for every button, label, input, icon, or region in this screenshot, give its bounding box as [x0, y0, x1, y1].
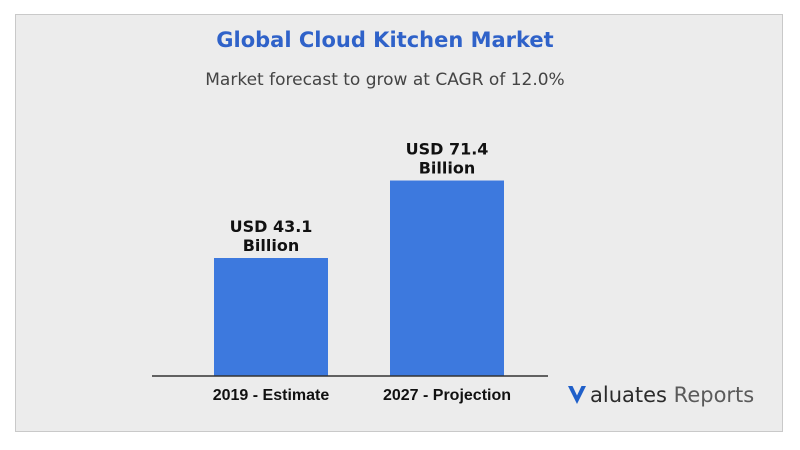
data-label: USD 43.1 [230, 217, 313, 236]
chart-title: Global Cloud Kitchen Market [216, 28, 554, 52]
bar [390, 180, 504, 376]
x-tick-label: 2019 - Estimate [213, 387, 330, 404]
data-label: Billion [419, 159, 476, 178]
data-label: USD 71.4 [406, 140, 489, 159]
data-label: Billion [243, 236, 300, 255]
bar [214, 258, 328, 376]
brand-name: aluates Reports [590, 383, 754, 407]
chart-subtitle: Market forecast to grow at CAGR of 12.0% [205, 70, 565, 90]
brand-name-part1: aluates [590, 383, 667, 407]
x-tick-label: 2027 - Projection [383, 387, 511, 404]
brand-logo: aluates Reports [567, 380, 754, 410]
brand-name-part2: Reports [673, 383, 755, 407]
valuates-v-logo-icon [568, 386, 586, 404]
